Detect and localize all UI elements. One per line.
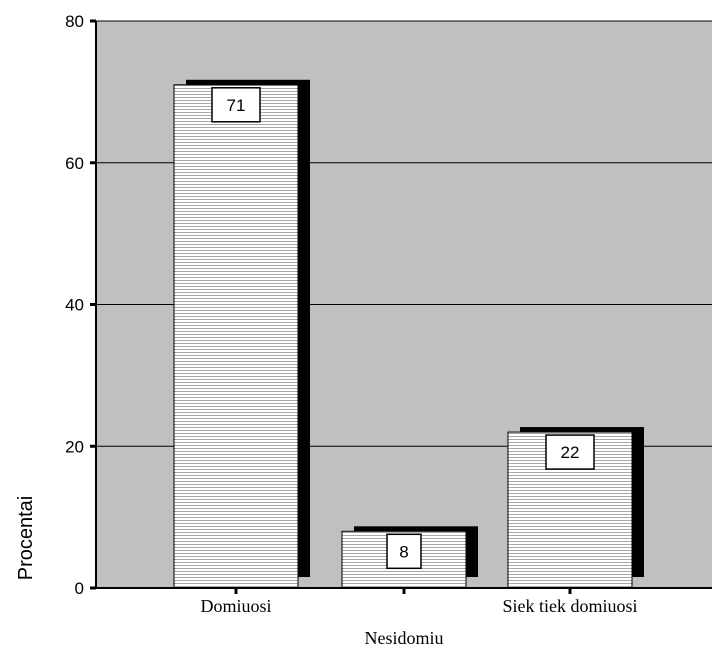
data-label-box	[386, 533, 422, 570]
data-label: 71	[227, 96, 246, 115]
data-label: 22	[561, 443, 580, 462]
data-label-box	[545, 434, 595, 470]
y-tick-label: 20	[65, 437, 84, 456]
axes	[90, 19, 712, 594]
y-axis-title: Procentai	[15, 496, 37, 581]
labels: 0 20 40 60 80 71 Domiuosi 8 22 Siek tiek domiuosi	[65, 12, 637, 616]
bar	[173, 84, 299, 589]
data-label-box	[211, 87, 261, 123]
y-tick-label: 60	[65, 154, 84, 173]
x-tick-label: Domiuosi	[200, 596, 271, 616]
data-label: 8	[399, 542, 408, 561]
y-tick-label: 40	[65, 296, 84, 315]
y-tick-label: 80	[65, 12, 84, 31]
y-tick-label: 0	[75, 579, 84, 598]
x-tick-label: Siek tiek domiuosi	[503, 596, 638, 616]
x-axis-title: Nesidomiu	[365, 628, 444, 648]
